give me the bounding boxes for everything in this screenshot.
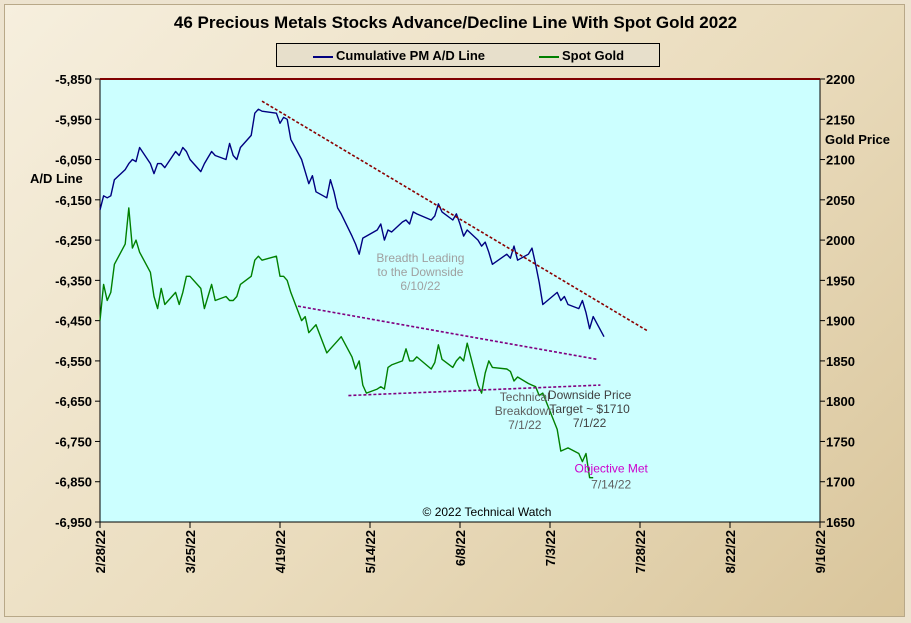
series-line-ad-line bbox=[99, 108, 605, 338]
x-tick-label: 7/3/22 bbox=[543, 530, 558, 566]
y-right-tick-label: 2050 bbox=[826, 193, 855, 208]
annotation-0-line-0: Breadth Leading bbox=[376, 251, 464, 265]
trendline-2 bbox=[348, 384, 601, 397]
series-line-spot-gold bbox=[99, 207, 594, 479]
y-axis-left-title: A/D Line bbox=[30, 171, 83, 186]
x-tick-label: 2/28/22 bbox=[93, 530, 108, 573]
y-right-tick-label: 2200 bbox=[826, 72, 855, 87]
annotation-1-line-1: Breakdown bbox=[495, 404, 555, 418]
y-right-tick-label: 1750 bbox=[826, 434, 855, 449]
chart-title: 46 Precious Metals Stocks Advance/Declin… bbox=[173, 13, 738, 32]
y-left-tick-label: -6,250 bbox=[55, 233, 92, 248]
y-right-tick-label: 2150 bbox=[826, 112, 855, 127]
annotation-0-line-2: 6/10/22 bbox=[400, 279, 440, 293]
legend-item-ad-line: Cumulative PM A/D Line bbox=[313, 48, 485, 63]
legend-swatch-ad-line bbox=[313, 55, 333, 58]
annotation-3-line-0: Objective Met bbox=[575, 461, 649, 475]
legend-item-spot-gold: Spot Gold bbox=[539, 48, 624, 63]
annotation-4-line-0: 7/14/22 bbox=[591, 478, 631, 492]
x-tick-label: 5/14/22 bbox=[363, 530, 378, 573]
trendline-1 bbox=[297, 305, 597, 361]
y-left-tick-label: -6,950 bbox=[55, 515, 92, 530]
legend-label-spot-gold: Spot Gold bbox=[562, 48, 625, 63]
annotation-2-line-1: Target ~ $1710 bbox=[549, 402, 630, 416]
plot-area bbox=[99, 78, 821, 523]
y-right-tick-label: 1850 bbox=[826, 354, 855, 369]
y-left-tick-label: -6,850 bbox=[55, 475, 92, 490]
x-tick-label: 7/28/22 bbox=[633, 530, 648, 573]
legend-swatch-spot-gold bbox=[539, 55, 559, 58]
x-tick-label: 8/22/22 bbox=[723, 530, 738, 573]
y-left-tick-label: -6,450 bbox=[55, 314, 92, 329]
y-right-tick-label: 1700 bbox=[826, 475, 855, 490]
y-right-tick-label: 2000 bbox=[826, 233, 855, 248]
annotation-2-line-0: Downside Price bbox=[548, 388, 632, 402]
y-left-tick-label: -6,050 bbox=[55, 153, 92, 168]
y-right-tick-label: 1650 bbox=[826, 515, 855, 530]
x-tick-label: 9/16/22 bbox=[813, 530, 828, 573]
legend-label-ad-line: Cumulative PM A/D Line bbox=[336, 48, 486, 63]
y-right-tick-label: 1950 bbox=[826, 273, 855, 288]
x-tick-label: 6/8/22 bbox=[453, 530, 468, 566]
y-right-tick-label: 1800 bbox=[826, 394, 855, 409]
y-left-tick-label: -6,350 bbox=[55, 273, 92, 288]
y-right-tick-label: 1900 bbox=[826, 314, 855, 329]
legend: Cumulative PM A/D Line Spot Gold bbox=[276, 43, 660, 67]
y-left-tick-label: -6,150 bbox=[55, 193, 92, 208]
annotation-2-line-2: 7/1/22 bbox=[573, 416, 607, 430]
annotation-1-line-2: 7/1/22 bbox=[508, 418, 542, 432]
y-left-tick-label: -6,750 bbox=[55, 434, 92, 449]
annotation-1-line-0: Technical bbox=[500, 390, 550, 404]
y-right-tick-label: 2100 bbox=[826, 153, 855, 168]
credit-text: © 2022 Technical Watch bbox=[423, 505, 552, 519]
annotation-0-line-1: to the Downside bbox=[377, 265, 463, 279]
y-left-tick-label: -5,850 bbox=[55, 72, 92, 87]
x-tick-label: 4/19/22 bbox=[273, 530, 288, 573]
x-tick-label: 3/25/22 bbox=[183, 530, 198, 573]
y-left-tick-label: -6,650 bbox=[55, 394, 92, 409]
y-left-tick-label: -5,950 bbox=[55, 112, 92, 127]
y-axis-right-title: Gold Price bbox=[825, 132, 891, 147]
y-left-tick-label: -6,550 bbox=[55, 354, 92, 369]
